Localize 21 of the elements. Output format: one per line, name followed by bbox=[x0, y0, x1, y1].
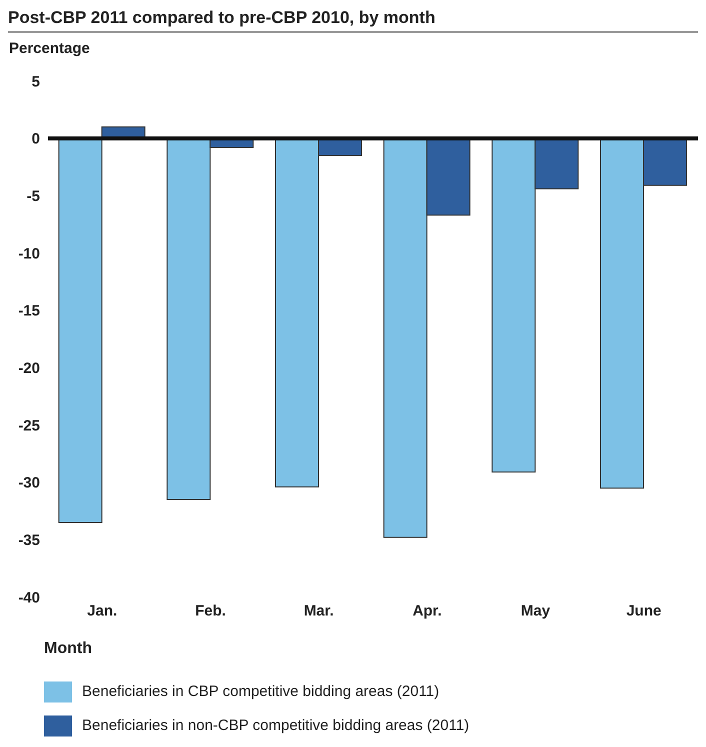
y-tick-label: -25 bbox=[18, 417, 40, 434]
chart-title: Post-CBP 2011 compared to pre-CBP 2010, by month bbox=[8, 8, 698, 33]
y-axis-title: Percentage bbox=[9, 40, 90, 57]
legend-label: Beneficiaries in CBP competitive bidding areas (2011) bbox=[82, 683, 440, 700]
y-tick-label: -30 bbox=[18, 474, 40, 492]
x-tick-label: Feb. bbox=[195, 602, 226, 620]
x-tick-label: May bbox=[520, 602, 551, 620]
y-tick-label: -10 bbox=[18, 245, 40, 262]
y-tick-label: 0 bbox=[32, 130, 40, 148]
y-tick-label: -15 bbox=[18, 302, 40, 320]
y-tick-label: -40 bbox=[18, 589, 40, 606]
y-tick-label: -20 bbox=[18, 360, 40, 377]
x-tick-label: Jan. bbox=[87, 602, 118, 620]
x-axis-title: Month bbox=[44, 640, 92, 657]
y-tick-label: -5 bbox=[26, 188, 40, 205]
x-tick-label: June bbox=[626, 602, 662, 620]
legend-label: Beneficiaries in non-CBP competitive bidding areas (2011) bbox=[82, 717, 470, 734]
x-tick-label: Mar. bbox=[304, 602, 334, 620]
y-tick-label: -35 bbox=[18, 532, 40, 549]
y-tick-label: 5 bbox=[32, 73, 40, 90]
x-tick-label: Apr. bbox=[412, 602, 442, 620]
